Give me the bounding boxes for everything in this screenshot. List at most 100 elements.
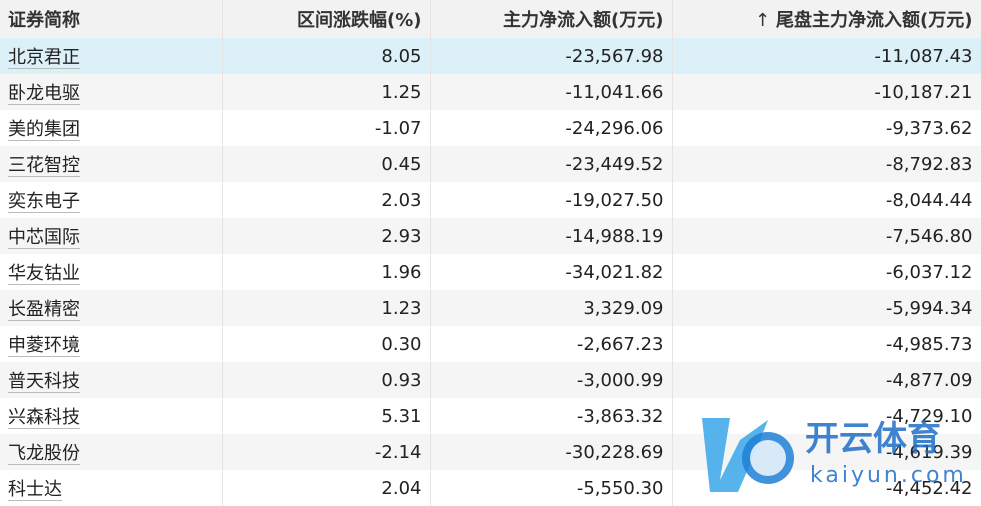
cell-value: -34,021.82 [565,261,664,283]
value-cell: -4,985.73 [672,326,981,362]
value-cell: -4,452.42 [672,470,981,506]
value-cell: -5,994.34 [672,290,981,326]
stock-name-cell: 华友钴业 [0,254,223,290]
cell-value: -23,449.52 [565,153,664,175]
column-header: 证券简称 [0,0,223,38]
value-cell: -14,988.19 [430,218,673,254]
cell-value: -4,619.39 [885,441,973,463]
cell-value: -7,546.80 [885,225,973,247]
value-cell: 0.45 [222,146,431,182]
stock-name-cell: 卧龙电驱 [0,74,223,110]
cell-value: -6,037.12 [885,261,973,283]
value-cell: -23,449.52 [430,146,673,182]
column-header: ↑ 尾盘主力净流入额(万元) [672,0,981,38]
table-row: 兴森科技 5.31 -3,863.32 -4,729.10 [0,398,981,434]
cell-value: 2.04 [381,477,422,499]
stock-name: 申菱环境 [8,335,80,357]
cell-value: -19,027.50 [565,189,664,211]
table-row: 北京君正 8.05 -23,567.98 -11,087.43 [0,38,981,74]
cell-value: 1.23 [381,297,422,319]
header-text: 主力净流入额(万元) [503,10,664,31]
value-cell: -10,187.21 [672,74,981,110]
cell-value: -3,863.32 [576,405,664,427]
value-cell: -2,667.23 [430,326,673,362]
value-cell: -11,087.43 [672,38,981,74]
stock-name: 华友钴业 [8,263,80,285]
value-cell: -5,550.30 [430,470,673,506]
table-row: 飞龙股份 -2.14 -30,228.69 -4,619.39 [0,434,981,470]
column-header: 区间涨跌幅(%) [222,0,431,38]
cell-value: -23,567.98 [565,45,664,67]
value-cell: -24,296.06 [430,110,673,146]
stock-name-cell: 三花智控 [0,146,223,182]
value-cell: 1.25 [222,74,431,110]
cell-value: -10,187.21 [874,81,973,103]
stock-name: 奕东电子 [8,191,80,213]
cell-value: -1.07 [374,117,422,139]
stock-name-cell: 申菱环境 [0,326,223,362]
cell-value: 0.93 [381,369,422,391]
stock-name: 美的集团 [8,119,80,141]
value-cell: 3,329.09 [430,290,673,326]
value-cell: -8,792.83 [672,146,981,182]
table-row: 普天科技 0.93 -3,000.99 -4,877.09 [0,362,981,398]
value-cell: 0.30 [222,326,431,362]
value-cell: 5.31 [222,398,431,434]
cell-value: 1.96 [381,261,422,283]
header-text: 尾盘主力净流入额(万元) [776,10,973,31]
cell-value: -3,000.99 [576,369,664,391]
stock-name: 科士达 [8,479,62,501]
cell-value: 5.31 [381,405,422,427]
header-row: 证券简称 区间涨跌幅(%) 主力净流入额(万元) ↑ 尾盘主力净流入额(万元) [0,0,981,38]
value-cell: -30,228.69 [430,434,673,470]
table-row: 华友钴业 1.96 -34,021.82 -6,037.12 [0,254,981,290]
value-cell: 2.93 [222,218,431,254]
value-cell: -19,027.50 [430,182,673,218]
value-cell: -4,877.09 [672,362,981,398]
table-row: 美的集团 -1.07 -24,296.06 -9,373.62 [0,110,981,146]
stock-name: 长盈精密 [8,299,80,321]
column-header: 主力净流入额(万元) [430,0,673,38]
stock-name-cell: 兴森科技 [0,398,223,434]
stock-name-cell: 奕东电子 [0,182,223,218]
sort-indicator: ↑ [754,10,771,31]
value-cell: -8,044.44 [672,182,981,218]
cell-value: -24,296.06 [565,117,664,139]
cell-value: -11,087.43 [874,45,973,67]
table-row: 科士达 2.04 -5,550.30 -4,452.42 [0,470,981,506]
value-cell: 1.96 [222,254,431,290]
value-cell: -9,373.62 [672,110,981,146]
value-cell: 2.04 [222,470,431,506]
cell-value: 0.45 [381,153,422,175]
cell-value: -4,729.10 [885,405,973,427]
cell-value: -4,452.42 [885,477,973,499]
table-body: 北京君正 8.05 -23,567.98 -11,087.43 卧龙电驱 1.25 -11,… [0,38,981,506]
stock-name-cell: 普天科技 [0,362,223,398]
cell-value: 3,329.09 [583,297,664,319]
cell-value: 0.30 [381,333,422,355]
cell-value: -11,041.66 [565,81,664,103]
value-cell: -6,037.12 [672,254,981,290]
value-cell: -23,567.98 [430,38,673,74]
stock-name: 卧龙电驱 [8,83,80,105]
cell-value: 1.25 [381,81,422,103]
value-cell: -7,546.80 [672,218,981,254]
cell-value: -9,373.62 [885,117,973,139]
cell-value: -2.14 [374,441,422,463]
header-text: 证券简称 [8,10,80,31]
value-cell: -4,619.39 [672,434,981,470]
value-cell: 8.05 [222,38,431,74]
cell-value: -2,667.23 [576,333,664,355]
stock-name-cell: 中芯国际 [0,218,223,254]
value-cell: 0.93 [222,362,431,398]
table-row: 中芯国际 2.93 -14,988.19 -7,546.80 [0,218,981,254]
stock-name: 中芯国际 [8,227,80,249]
value-cell: -2.14 [222,434,431,470]
value-cell: -4,729.10 [672,398,981,434]
cell-value: -5,994.34 [885,297,973,319]
stock-name: 普天科技 [8,371,80,393]
stock-name-cell: 科士达 [0,470,223,506]
value-cell: -1.07 [222,110,431,146]
stock-name-cell: 美的集团 [0,110,223,146]
